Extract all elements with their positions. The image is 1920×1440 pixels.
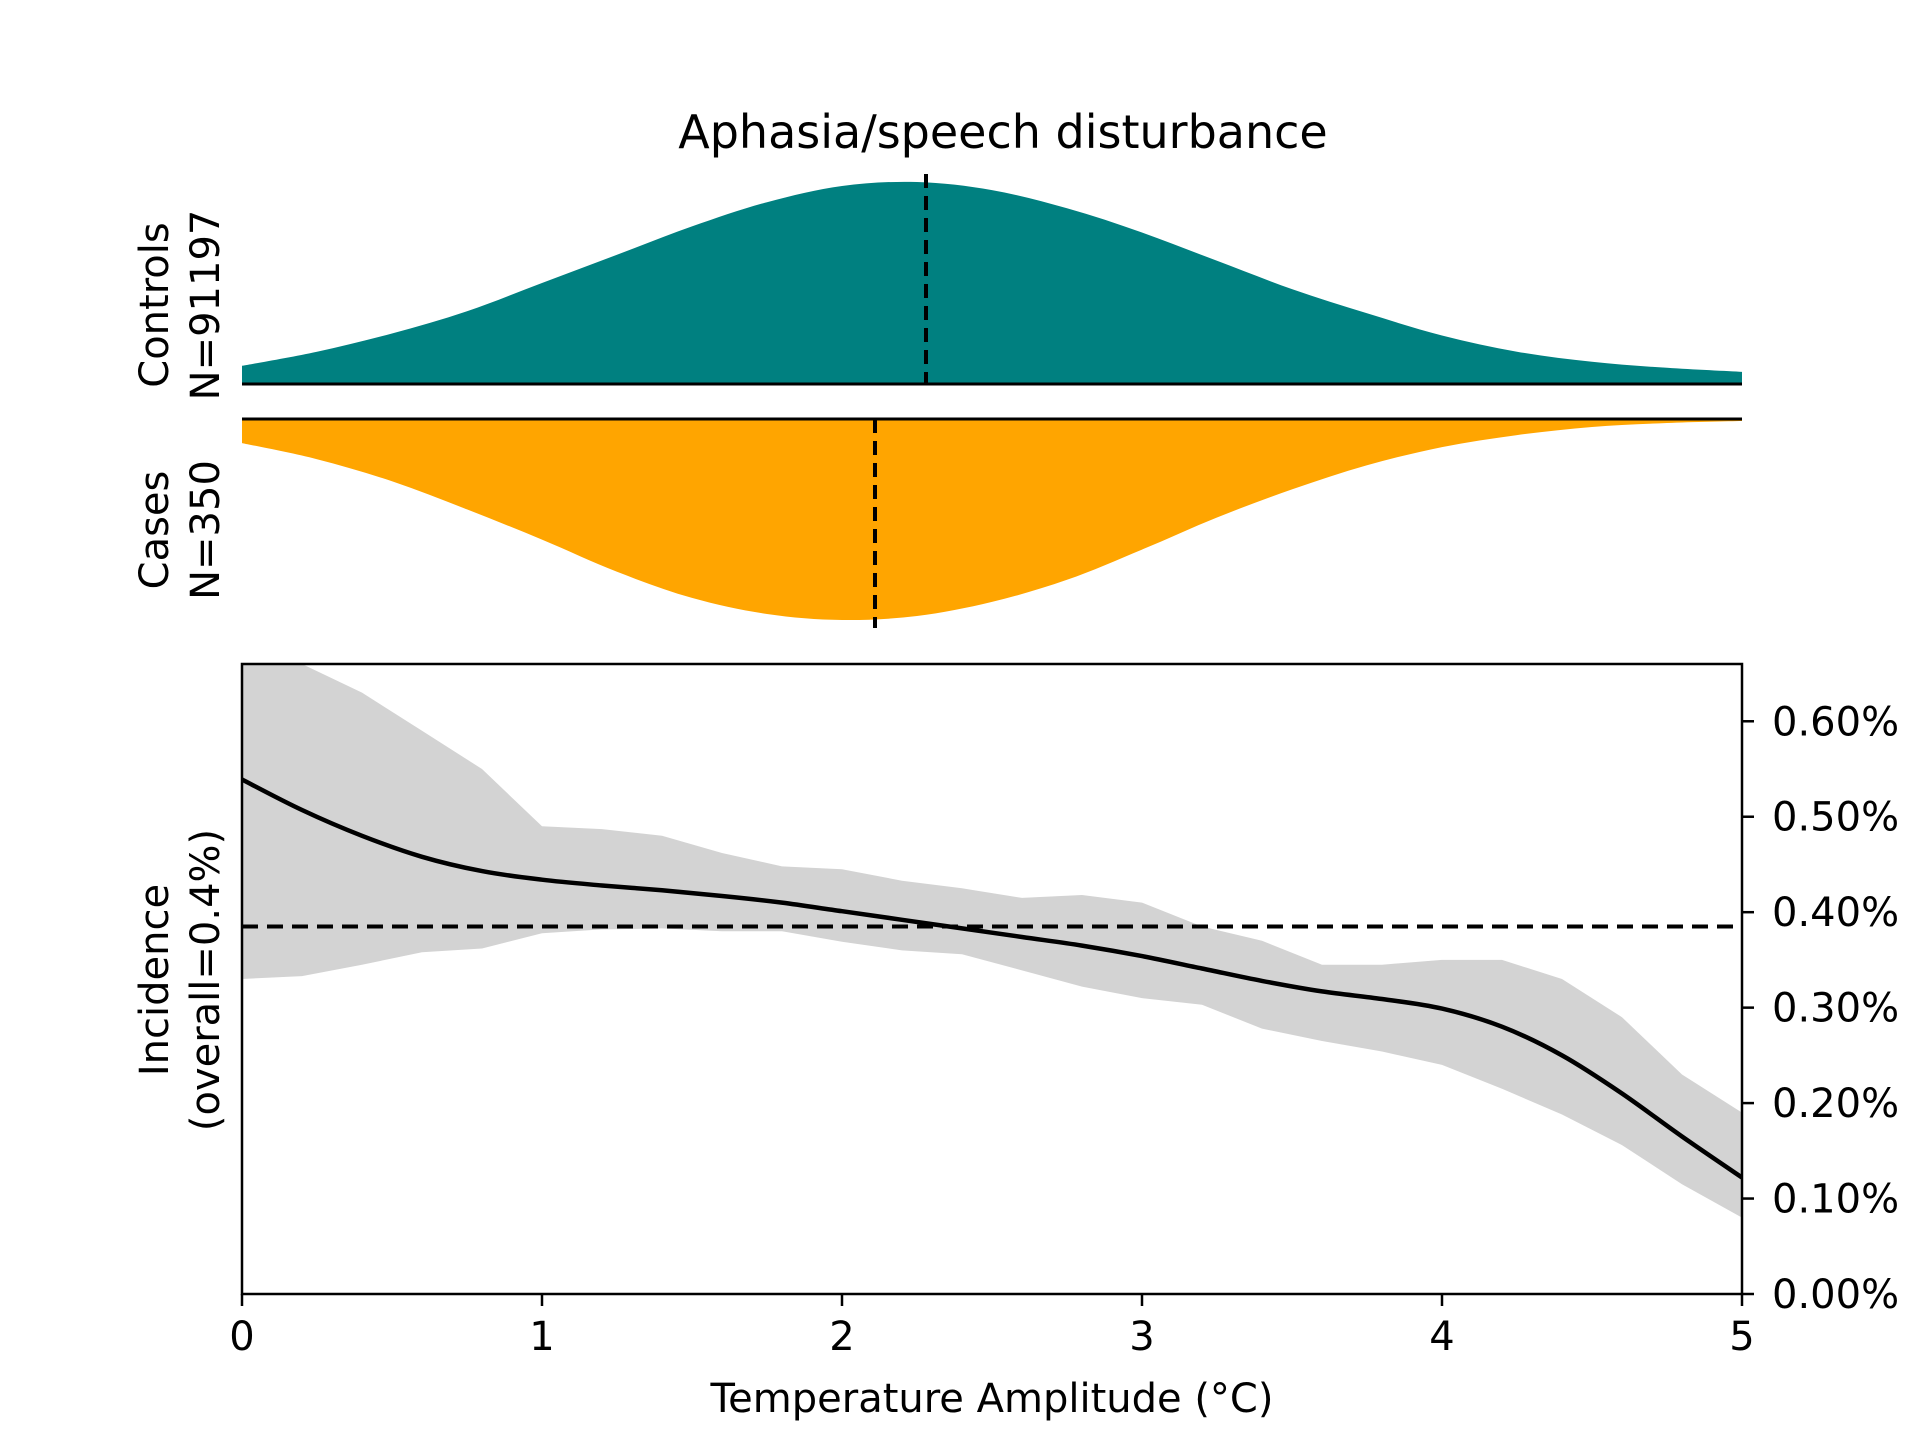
x-tick-label: 0 [229, 1314, 254, 1360]
cases-panel: Cases N=350 [132, 417, 1742, 628]
y-tick-label: 0.40% [1772, 890, 1899, 936]
incidence-panel: 0 1 2 3 4 5 0.00% 0.10% 0.20% 0.30% 0.40% 0.50% 0.6… [132, 662, 1899, 1422]
chart-title: Aphasia/speech disturbance [678, 105, 1327, 159]
y-tick-label: 0.30% [1772, 986, 1899, 1032]
cases-density-area [242, 419, 1742, 621]
controls-density-area [242, 181, 1742, 384]
y-tick-label: 0.00% [1772, 1272, 1899, 1318]
x-tick-label: 1 [529, 1314, 554, 1360]
incidence-line [242, 777, 1742, 1180]
x-tick-label: 4 [1429, 1314, 1454, 1360]
plot-frame [240, 662, 1744, 1296]
cases-count: N=350 [183, 460, 229, 600]
confidence-band [242, 664, 1742, 1218]
controls-count: N=91197 [183, 210, 229, 401]
x-axis-label: Temperature Amplitude (°C) [710, 1376, 1274, 1422]
x-axis: 0 1 2 3 4 5 [229, 1294, 1755, 1360]
y-axis-right: 0.00% 0.10% 0.20% 0.30% 0.40% 0.50% 0.60% [1742, 699, 1899, 1318]
y-axis-label-overall: (overall=0.4%) [183, 829, 229, 1131]
x-tick-label: 5 [1729, 1314, 1754, 1360]
y-tick-label: 0.60% [1772, 699, 1899, 745]
x-tick-label: 2 [829, 1314, 854, 1360]
y-axis-label: Incidence [132, 884, 178, 1076]
controls-label: Controls [132, 222, 178, 387]
controls-panel: Controls N=91197 [132, 174, 1742, 400]
cases-label: Cases [132, 471, 178, 590]
y-tick-label: 0.50% [1772, 795, 1899, 841]
x-tick-label: 3 [1129, 1314, 1154, 1360]
y-tick-label: 0.20% [1772, 1081, 1899, 1127]
y-tick-label: 0.10% [1772, 1177, 1899, 1223]
